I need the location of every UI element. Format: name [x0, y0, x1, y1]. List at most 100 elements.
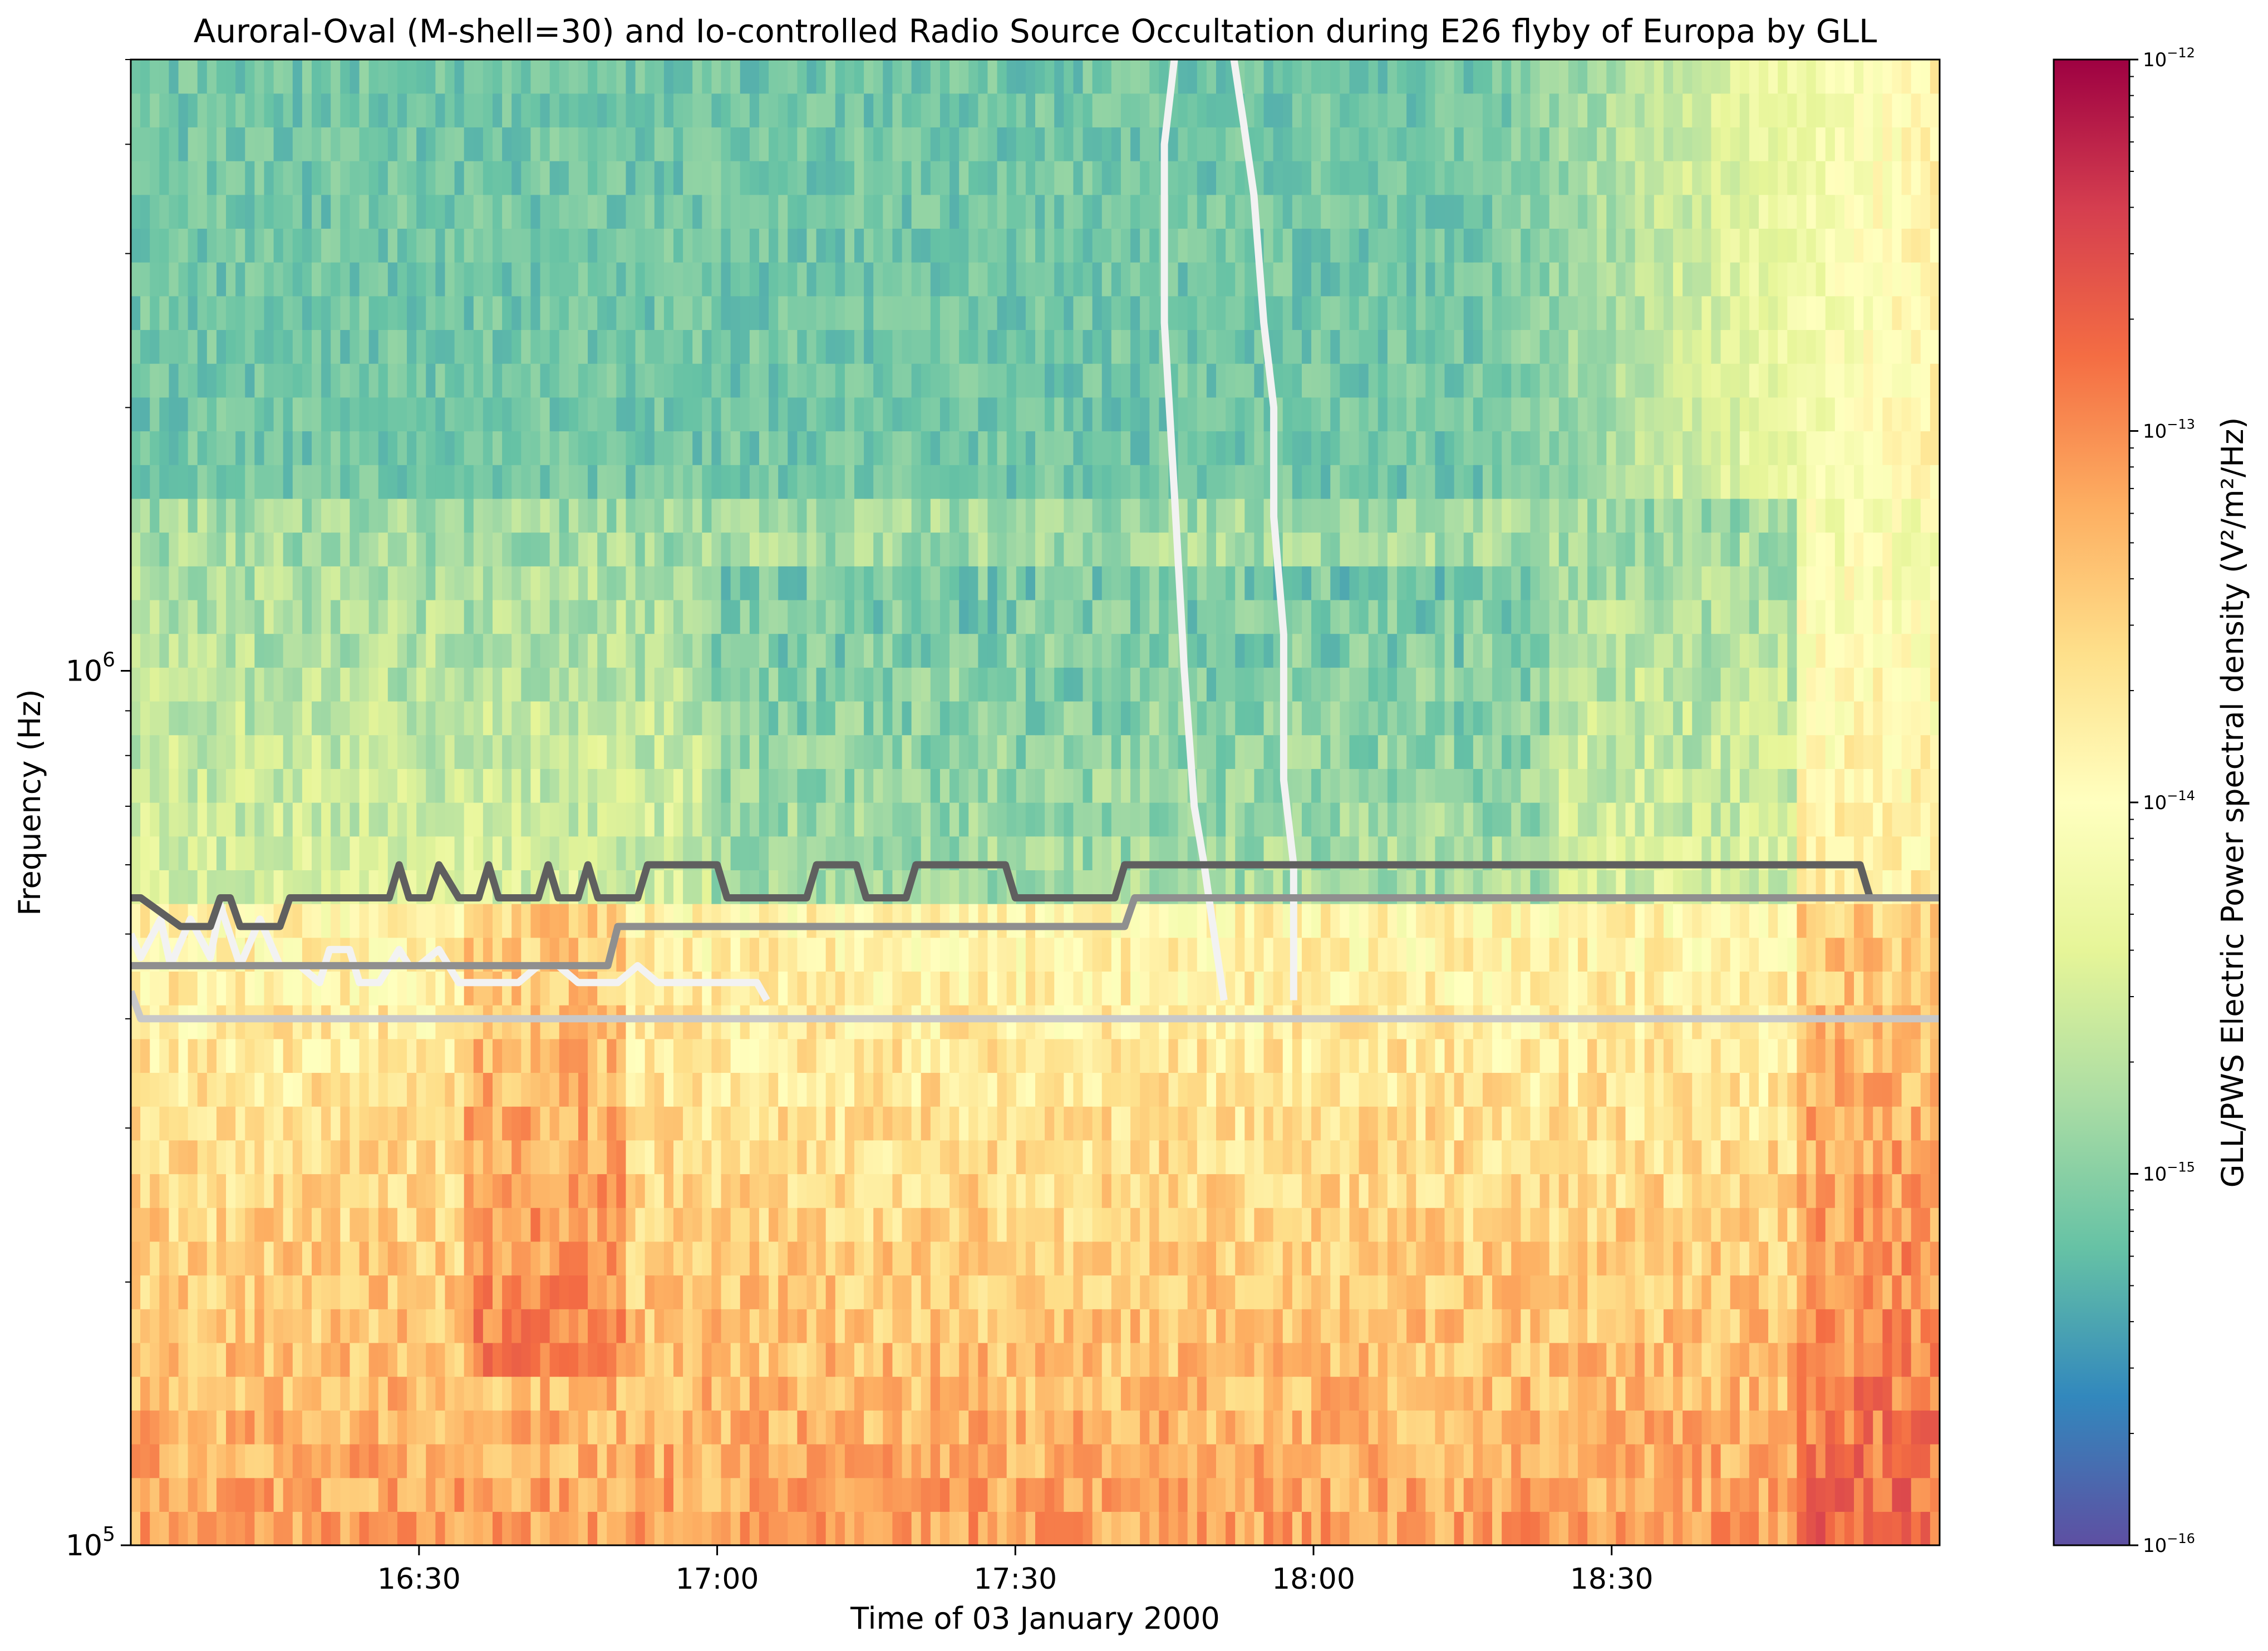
heatmap-cell	[873, 971, 883, 1006]
heatmap-cell	[1521, 701, 1531, 736]
heatmap-cell	[997, 1309, 1007, 1343]
heatmap-cell	[825, 1174, 836, 1208]
heatmap-cell	[1101, 1241, 1112, 1276]
heatmap-cell	[397, 701, 407, 736]
heatmap-cell	[1521, 1477, 1531, 1512]
heatmap-cell	[1521, 667, 1531, 702]
heatmap-cell	[1597, 667, 1607, 702]
heatmap-cell	[825, 1072, 836, 1107]
heatmap-cell	[1692, 1410, 1702, 1445]
heatmap-cell	[1216, 1477, 1226, 1512]
heatmap-cell	[1368, 1342, 1379, 1377]
heatmap-cell	[959, 735, 969, 769]
heatmap-cell	[911, 904, 922, 938]
heatmap-cell	[1920, 1174, 1931, 1208]
heatmap-cell	[1635, 1208, 1645, 1242]
heatmap-cell	[730, 1477, 741, 1512]
heatmap-cell	[254, 735, 265, 769]
heatmap-cell	[883, 1208, 893, 1242]
heatmap-cell	[493, 836, 503, 870]
heatmap-cell	[206, 1038, 217, 1073]
heatmap-cell	[883, 1174, 893, 1208]
heatmap-cell	[1416, 1038, 1426, 1073]
heatmap-cell	[197, 836, 208, 870]
heatmap-cell	[302, 971, 312, 1006]
heatmap-cell	[1473, 971, 1483, 1006]
heatmap-cell	[1416, 1511, 1426, 1545]
heatmap-cell	[797, 1208, 808, 1242]
heatmap-cell	[968, 1106, 978, 1141]
heatmap-cell	[1387, 1174, 1398, 1208]
heatmap-cell	[397, 1443, 407, 1478]
heatmap-cell	[159, 667, 170, 702]
heatmap-cell	[597, 1443, 607, 1478]
heatmap-cell	[1025, 836, 1036, 870]
heatmap-cell	[1558, 1072, 1569, 1107]
heatmap-cell	[626, 1477, 636, 1512]
heatmap-cell	[1301, 1342, 1312, 1377]
heatmap-cell	[740, 802, 750, 837]
heatmap-cell	[1425, 1038, 1436, 1073]
heatmap-cell	[692, 768, 702, 803]
heatmap-cell	[1463, 1208, 1474, 1242]
heatmap-cell	[1759, 1038, 1769, 1073]
heatmap-cell	[711, 1072, 722, 1107]
heatmap-cell	[1292, 1038, 1302, 1073]
heatmap-cell	[1778, 937, 1788, 972]
heatmap-cell	[549, 1477, 560, 1512]
heatmap-cell	[511, 1443, 522, 1478]
heatmap-cell	[711, 937, 722, 972]
heatmap-cell	[1463, 1443, 1474, 1478]
heatmap-cell	[997, 1511, 1007, 1545]
heatmap-cell	[1482, 971, 1493, 1006]
heatmap-cell	[1720, 1140, 1731, 1175]
heatmap-cell	[1168, 1477, 1179, 1512]
heatmap-cell	[1492, 1342, 1502, 1377]
heatmap-cell	[1397, 1140, 1407, 1175]
heatmap-cell	[1444, 1410, 1455, 1445]
heatmap-cell	[1254, 1309, 1265, 1343]
heatmap-cell	[607, 768, 617, 803]
heatmap-cell	[892, 1410, 903, 1445]
heatmap-cell	[245, 971, 255, 1006]
heatmap-cell	[226, 1140, 236, 1175]
heatmap-cell	[1454, 1140, 1464, 1175]
heatmap-cell	[502, 1309, 512, 1343]
heatmap-cell	[1730, 1038, 1740, 1073]
heatmap-cell	[663, 1140, 674, 1175]
heatmap-cell	[626, 701, 636, 736]
heatmap-cell	[178, 768, 189, 803]
heatmap-cell	[245, 633, 255, 668]
heatmap-cell	[1682, 1140, 1693, 1175]
heatmap-cell	[997, 1072, 1007, 1107]
heatmap-cell	[1882, 1106, 1893, 1141]
heatmap-cell	[435, 1376, 446, 1411]
heatmap-cell	[378, 802, 388, 837]
heatmap-cell	[226, 1241, 236, 1276]
heatmap-cell	[987, 1072, 998, 1107]
heatmap-cell	[816, 1241, 826, 1276]
heatmap-cell	[188, 1174, 198, 1208]
heatmap-cell	[1120, 937, 1131, 972]
heatmap-cell	[749, 1275, 760, 1309]
heatmap-cell	[683, 1140, 693, 1175]
heatmap-cell	[1377, 904, 1388, 938]
heatmap-cell	[331, 701, 341, 736]
heatmap-cell	[597, 836, 607, 870]
heatmap-cell	[473, 1309, 484, 1343]
heatmap-cell	[368, 768, 379, 803]
heatmap-cell	[711, 1443, 722, 1478]
heatmap-cell	[169, 701, 179, 736]
heatmap-cell	[1682, 1410, 1693, 1445]
heatmap-cell	[730, 667, 741, 702]
heatmap-cell	[1206, 1309, 1217, 1343]
heatmap-cell	[997, 701, 1007, 736]
heatmap-cell	[387, 1511, 398, 1545]
heatmap-cell	[797, 937, 808, 972]
heatmap-cell	[1844, 1342, 1854, 1377]
heatmap-cell	[1549, 1477, 1559, 1512]
heatmap-cell	[1682, 971, 1693, 1006]
heatmap-cell	[1578, 1477, 1588, 1512]
heatmap-cell	[1416, 1140, 1426, 1175]
heatmap-cell	[1635, 1038, 1645, 1073]
